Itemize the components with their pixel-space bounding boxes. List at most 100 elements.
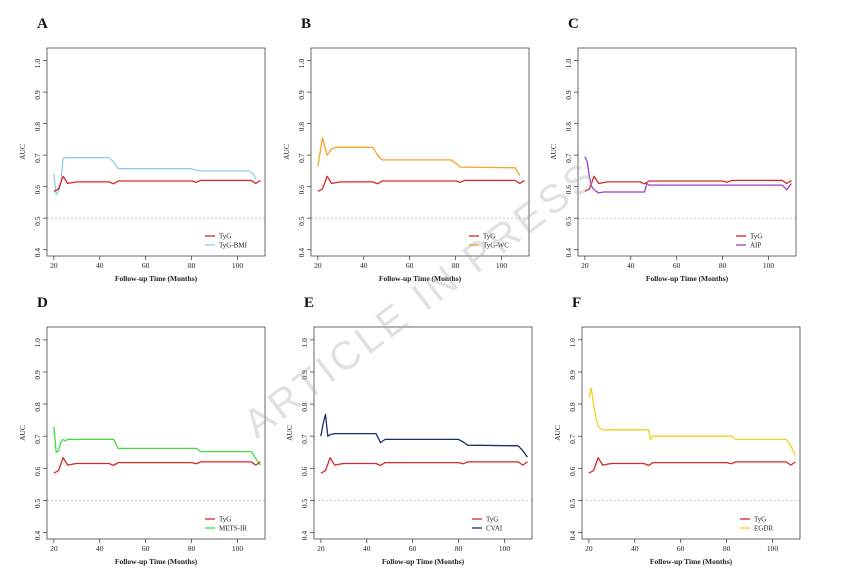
- x-tick-label: 100: [499, 544, 511, 553]
- plot-frame: [310, 47, 530, 257]
- legend-label: TyG-BMI: [219, 242, 248, 250]
- y-axis-label: AUC: [18, 425, 27, 441]
- series-line-egdr: [588, 387, 796, 456]
- y-tick-label: 1.0: [568, 338, 577, 348]
- x-tick-label: 60: [677, 544, 685, 553]
- x-tick-label: 40: [96, 261, 104, 270]
- legend-label: CVAI: [486, 525, 503, 533]
- panel-b: B 0.4 0.5 0.6 0.7 0.8 0.9 1.0 20 40 60 80 100 Follow-…: [282, 16, 530, 283]
- x-tick-label: 40: [360, 261, 368, 270]
- x-axis-label: Follow-up Time (Months): [115, 557, 198, 566]
- y-tick-label: 0.9: [297, 90, 306, 100]
- y-axis-label: AUC: [18, 144, 27, 160]
- y-tick-label: 0.5: [564, 216, 573, 226]
- y-tick-label: 0.4: [33, 248, 42, 258]
- x-axis-label: Follow-up Time (Months): [379, 274, 462, 283]
- legend-label: EGDR: [754, 525, 773, 533]
- y-axis-label: AUC: [553, 425, 562, 441]
- x-tick-label: 80: [455, 544, 463, 553]
- series-line-tyg: [53, 175, 261, 192]
- y-tick-label: 0.4: [300, 531, 309, 541]
- legend-label: TyG: [754, 516, 766, 524]
- x-tick-label: 100: [496, 261, 508, 270]
- legend-label: AIP: [750, 242, 761, 250]
- series-line-tyg: [320, 457, 528, 474]
- plot-frame: [581, 326, 801, 540]
- x-tick-label: 100: [232, 544, 244, 553]
- series-line-tyg: [588, 457, 796, 474]
- panel-letter: F: [572, 295, 581, 311]
- panel-a: A 0.4 0.5 0.6 0.7 0.8 0.9 1.0 20 40 60 80 100 Follow-…: [18, 16, 266, 283]
- y-tick-label: 0.6: [33, 185, 42, 195]
- panel-letter: D: [37, 295, 48, 311]
- y-tick-label: 0.8: [300, 402, 309, 412]
- x-tick-label: 80: [723, 544, 731, 553]
- y-tick-label: 0.6: [300, 466, 309, 476]
- y-tick-label: 0.5: [33, 216, 42, 226]
- x-tick-label: 60: [409, 544, 417, 553]
- y-tick-label: 0.7: [33, 153, 42, 163]
- y-tick-label: 0.5: [568, 499, 577, 509]
- x-tick-label: 40: [96, 544, 104, 553]
- y-tick-label: 0.8: [564, 122, 573, 132]
- y-tick-label: 0.7: [297, 153, 306, 163]
- y-axis-label: AUC: [282, 144, 291, 160]
- panel-d: D 0.4 0.5 0.6 0.7 0.8 0.9 1.0 20 40 60 80 100 Follow-…: [18, 295, 266, 566]
- x-tick-label: 20: [50, 544, 58, 553]
- y-tick-label: 1.0: [33, 338, 42, 348]
- y-tick-label: 0.4: [297, 248, 306, 258]
- y-tick-label: 0.9: [564, 90, 573, 100]
- y-tick-label: 0.8: [33, 122, 42, 132]
- panel-letter: C: [568, 16, 579, 32]
- y-tick-label: 1.0: [33, 59, 42, 69]
- x-tick-label: 20: [317, 544, 325, 553]
- y-tick-label: 0.9: [568, 370, 577, 380]
- x-tick-label: 20: [585, 544, 593, 553]
- series-line-tyg: [584, 175, 792, 192]
- x-axis-label: Follow-up Time (Months): [646, 274, 729, 283]
- x-tick-label: 60: [142, 544, 150, 553]
- panel-e: E 0.4 0.5 0.6 0.7 0.8 0.9 1.0 20 40 60 80 100 Follow-…: [285, 295, 533, 566]
- panel-letter: B: [301, 16, 311, 32]
- y-tick-label: 0.9: [300, 370, 309, 380]
- y-tick-label: 0.5: [297, 216, 306, 226]
- x-tick-label: 20: [314, 261, 322, 270]
- series-line-mets-ir: [53, 426, 261, 466]
- y-axis-label: AUC: [549, 144, 558, 160]
- y-tick-label: 0.6: [568, 466, 577, 476]
- series-line-aip: [584, 156, 792, 194]
- y-tick-label: 1.0: [297, 59, 306, 69]
- x-tick-label: 80: [719, 261, 727, 270]
- series-line-tyg: [317, 175, 525, 192]
- plot-frame: [46, 47, 266, 257]
- y-tick-label: 0.4: [564, 248, 573, 258]
- legend-label: TyG: [219, 516, 231, 524]
- x-tick-label: 40: [631, 544, 639, 553]
- x-tick-label: 80: [188, 544, 196, 553]
- y-tick-label: 1.0: [564, 59, 573, 69]
- plot-frame: [313, 326, 533, 540]
- x-tick-label: 100: [763, 261, 775, 270]
- panel-letter: A: [37, 16, 48, 32]
- plot-frame: [577, 47, 797, 257]
- x-axis-label: Follow-up Time (Months): [115, 274, 198, 283]
- y-tick-label: 0.6: [297, 185, 306, 195]
- x-tick-label: 20: [50, 261, 58, 270]
- y-tick-label: 1.0: [300, 338, 309, 348]
- legend-label: TyG: [483, 233, 495, 241]
- panel-c: C 0.4 0.5 0.6 0.7 0.8 0.9 1.0 20 40 60 80 100 Follow-…: [549, 16, 797, 283]
- legend-label: TyG-WC: [483, 242, 509, 250]
- y-tick-label: 0.5: [300, 499, 309, 509]
- series-line-tyg-wc: [317, 137, 521, 176]
- x-tick-label: 40: [363, 544, 371, 553]
- x-axis-label: Follow-up Time (Months): [382, 557, 465, 566]
- y-tick-label: 0.5: [33, 499, 42, 509]
- x-tick-label: 100: [232, 261, 244, 270]
- series-line-cvai: [320, 413, 528, 458]
- y-tick-label: 0.4: [568, 531, 577, 541]
- x-axis-label: Follow-up Time (Months): [650, 557, 733, 566]
- y-tick-label: 0.6: [33, 466, 42, 476]
- y-tick-label: 0.8: [297, 122, 306, 132]
- plot-frame: [46, 326, 266, 540]
